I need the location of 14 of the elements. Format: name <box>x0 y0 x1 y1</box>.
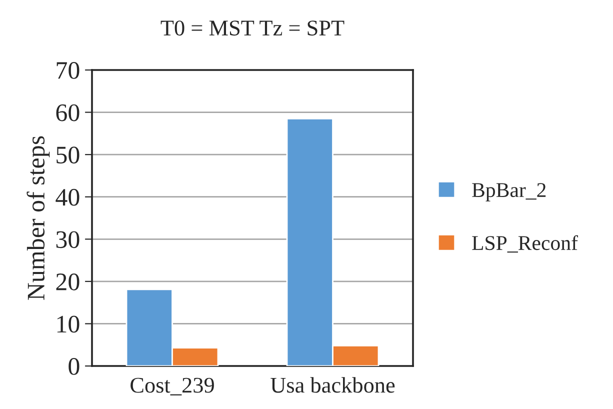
y-tick-label: 50 <box>56 146 80 164</box>
y-tick-label: 70 <box>56 62 80 79</box>
legend-label: LSP_Reconf <box>472 235 578 253</box>
y-tick-label: 0 <box>68 358 80 375</box>
y-tick-label: 30 <box>56 231 80 248</box>
y-tick-label: 40 <box>56 188 80 206</box>
y-tick-label: 20 <box>56 273 80 290</box>
legend-label: BpBar_2 <box>472 183 546 202</box>
x-tick-label: Usa backbone <box>270 377 395 393</box>
y-tick-label: 60 <box>56 104 80 122</box>
chart-title: T0 = MST Tz = SPT <box>160 20 344 36</box>
y-axis-title: Number of steps <box>26 136 50 300</box>
y-tick-label: 10 <box>57 316 80 333</box>
x-tick-label: Cost_239 <box>130 378 214 396</box>
